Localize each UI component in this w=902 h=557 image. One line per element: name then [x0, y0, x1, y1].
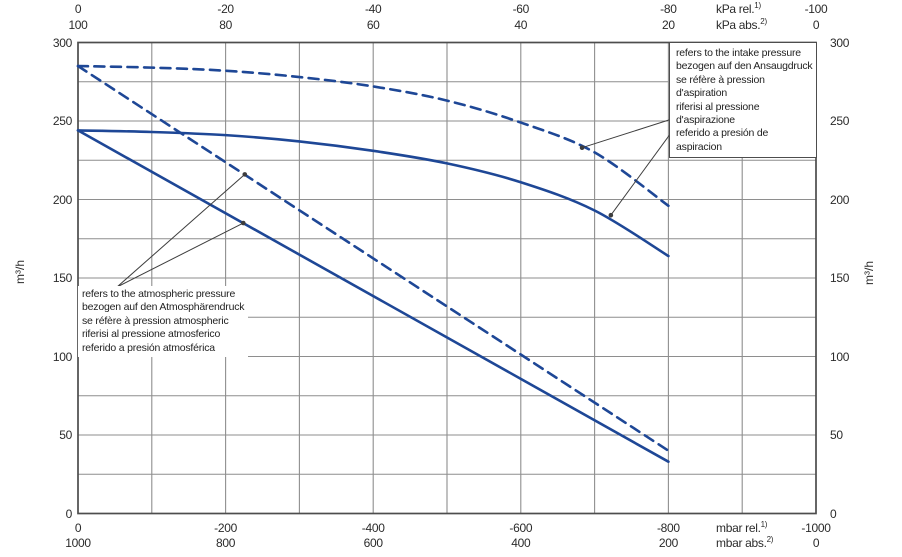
- y-tick-right: 50: [830, 428, 843, 442]
- y-tick-left: 50: [59, 428, 72, 442]
- annotation-line: referido a presión atmosférica: [82, 341, 215, 354]
- x-unit-kpa-rel: kPa rel.1): [716, 1, 761, 17]
- x-tick-top-abs: 40: [514, 18, 528, 32]
- y-tick-right: 150: [830, 271, 850, 285]
- annotation-line: bezogen auf den Ansaugdruck: [676, 60, 813, 73]
- x-tick-top-rel: -100: [804, 2, 828, 16]
- x-tick-bottom-rel: -1000: [801, 521, 831, 535]
- y-tick-right: 0: [830, 506, 837, 521]
- leader-line: [116, 222, 244, 288]
- y-tick-left: 300: [52, 35, 72, 50]
- y-tick-right: 100: [830, 349, 850, 364]
- y-tick-left: 200: [52, 192, 72, 207]
- plot-frame: [77, 41, 817, 515]
- y-axis-unit-right: m³/h: [862, 261, 876, 285]
- curve-solid: [76, 129, 670, 258]
- x-unit-mbar-abs: mbar abs.2): [716, 535, 774, 551]
- annotation-line: se réfère à pression atmospheric: [82, 314, 229, 327]
- x-tick-top-rel: -20: [217, 2, 234, 16]
- leader-dot: [242, 172, 248, 177]
- x-tick-bottom-rel: 0: [74, 521, 82, 535]
- x-tick-top-rel: 0: [74, 2, 82, 16]
- curve-dashed: [76, 64, 670, 452]
- x-tick-top-abs: 100: [68, 18, 88, 32]
- x-tick-bottom-abs: 200: [658, 536, 678, 550]
- x-tick-top-abs: 60: [366, 18, 380, 32]
- annotation-line: se réfère à pression d'aspiration: [676, 73, 765, 100]
- x-tick-bottom-rel: -800: [656, 521, 680, 535]
- leader-dot: [579, 145, 585, 150]
- annotation-line: referido a presión de aspiracion: [676, 127, 769, 153]
- y-tick-left: 250: [52, 114, 72, 128]
- x-unit-mbar-rel: mbar rel.1): [716, 520, 768, 536]
- annotation-line: refers to the intake pressure: [676, 47, 801, 59]
- y-tick-right: 200: [830, 192, 850, 207]
- y-tick-right: 300: [830, 35, 850, 50]
- curve-solid: [76, 129, 670, 463]
- y-tick-left: 100: [52, 349, 72, 364]
- x-tick-top-rel: -40: [364, 2, 382, 16]
- leader-dot: [241, 220, 246, 226]
- unit-superscript: 2): [760, 17, 767, 26]
- x-tick-bottom-abs: 800: [216, 536, 236, 550]
- x-tick-bottom-abs: 600: [363, 536, 383, 550]
- x-tick-bottom-rel: -400: [361, 521, 385, 535]
- x-tick-bottom-abs: 400: [511, 536, 531, 550]
- leader-line: [581, 118, 673, 149]
- y-axis-unit-left: m³/h: [13, 260, 27, 284]
- leader-line: [116, 174, 246, 288]
- curve-dashed: [76, 64, 670, 208]
- x-tick-top-rel: -60: [512, 2, 530, 16]
- annotation-line: bezogen auf den Atmosphärendruck: [82, 301, 245, 314]
- annotation-atmospheric-pressure: refers to the atmospheric pressure bezog…: [78, 286, 249, 358]
- x-unit-kpa-abs: kPa abs.2): [716, 17, 767, 33]
- y-tick-right: 250: [830, 114, 850, 128]
- leader-dot: [608, 212, 614, 218]
- x-tick-top-rel: -80: [660, 2, 677, 16]
- unit-superscript: 1): [760, 520, 768, 529]
- unit-superscript: 1): [754, 1, 761, 10]
- y-tick-left: 150: [52, 271, 72, 285]
- x-tick-bottom-abs: 0: [812, 536, 820, 550]
- x-tick-bottom-rel: -200: [214, 521, 238, 535]
- x-tick-top-abs: 20: [662, 18, 675, 32]
- x-tick-bottom-rel: -600: [509, 521, 533, 535]
- annotation-intake-pressure: refers to the intake pressure bezogen au…: [669, 42, 817, 159]
- x-tick-top-abs: 0: [812, 18, 820, 32]
- leader-line: [610, 121, 680, 216]
- y-tick-left: 0: [65, 506, 73, 521]
- unit-superscript: 2): [766, 535, 774, 544]
- x-tick-top-abs: 80: [219, 18, 232, 32]
- x-tick-bottom-abs: 1000: [65, 536, 91, 550]
- annotation-line: riferisi al pressione atmosferico: [82, 328, 221, 341]
- annotation-line: refers to the atmospheric pressure: [82, 288, 236, 300]
- annotation-line: riferisi al pressione d'aspirazione: [676, 100, 760, 127]
